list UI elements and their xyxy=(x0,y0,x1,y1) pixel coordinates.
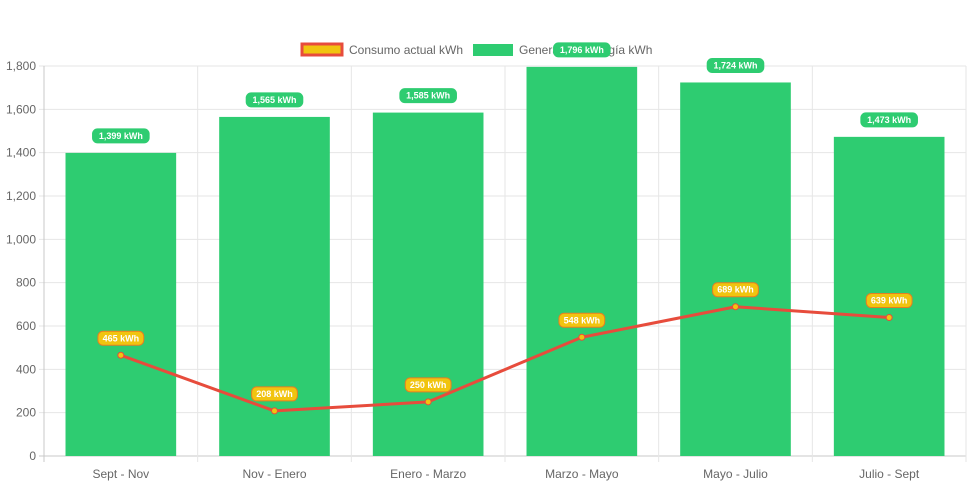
data-label: 548 kWh xyxy=(558,312,606,328)
data-label-bg xyxy=(558,312,606,328)
data-label: 1,473 kWh xyxy=(860,112,918,128)
data-label-bg xyxy=(404,377,452,393)
y-tick-label: 800 xyxy=(16,276,36,290)
data-label-bg xyxy=(712,282,759,298)
x-tick-label: Nov - Enero xyxy=(242,467,306,481)
legend-label: Consumo actual kWh xyxy=(349,43,463,57)
line-point[interactable] xyxy=(424,398,432,406)
y-tick-label: 1,000 xyxy=(6,232,36,246)
data-label-text: 1,473 kWh xyxy=(867,115,911,125)
line-point[interactable] xyxy=(271,407,278,415)
data-label: 465 kWh xyxy=(97,330,145,346)
data-label-bg xyxy=(97,330,145,346)
y-tick-label: 1,200 xyxy=(6,189,36,203)
line-point[interactable] xyxy=(732,303,739,311)
data-label-text: 1,796 kWh xyxy=(560,45,604,55)
y-tick-label: 0 xyxy=(29,449,36,463)
consumption-line xyxy=(120,305,890,413)
line-series xyxy=(117,303,893,415)
bar[interactable] xyxy=(65,152,177,456)
data-label-text: 639 kWh xyxy=(871,296,908,306)
y-tick-label: 1,400 xyxy=(6,146,36,160)
x-tick-label: Mayo - Julio xyxy=(703,467,768,481)
data-label-text: 250 kWh xyxy=(410,380,447,390)
data-label: 689 kWh xyxy=(712,282,759,298)
data-label-bg xyxy=(92,128,150,144)
data-label-bg xyxy=(706,57,765,73)
bar[interactable] xyxy=(526,66,638,456)
x-axis: Sept - Nov Nov - Enero Enero - Marzo Marzo … xyxy=(92,467,919,481)
x-tick-label: Marzo - Mayo xyxy=(545,467,619,481)
data-label: 1,565 kWh xyxy=(245,92,304,108)
y-tick-label: 1,800 xyxy=(6,59,36,73)
data-label-bg xyxy=(245,92,304,108)
data-label-bg xyxy=(860,112,918,128)
bar[interactable] xyxy=(680,82,791,456)
legend-swatch xyxy=(473,44,513,56)
data-label: 1,724 kWh xyxy=(706,57,765,73)
data-label-bg xyxy=(251,386,298,402)
data-label-text: 689 kWh xyxy=(717,285,754,295)
data-label-text: 1,585 kWh xyxy=(406,91,450,101)
x-tick-label: Julio - Sept xyxy=(859,467,920,481)
legend-item-consumo[interactable]: Consumo actual kWh xyxy=(300,42,463,57)
legend-swatch xyxy=(300,42,344,57)
data-label-text: 1,565 kWh xyxy=(252,95,296,105)
y-tick-label: 400 xyxy=(16,362,36,376)
data-label-text: 208 kWh xyxy=(256,389,293,399)
y-tick-label: 600 xyxy=(16,319,36,333)
line-point[interactable] xyxy=(578,333,586,341)
data-label-text: 465 kWh xyxy=(103,333,140,343)
y-tick-label: 1,600 xyxy=(6,102,36,116)
data-label-bg xyxy=(865,293,913,309)
data-label: 250 kWh xyxy=(404,377,452,393)
data-label-text: 1,399 kWh xyxy=(99,131,143,141)
line-point[interactable] xyxy=(117,351,125,359)
grid-lines xyxy=(39,65,967,462)
data-label: 208 kWh xyxy=(251,386,298,402)
data-labels: 465 kWh 208 kWh 250 kWh 548 kWh 689 kWh 639 k… xyxy=(97,282,913,402)
data-label: 639 kWh xyxy=(865,293,913,309)
data-label-bg xyxy=(553,42,611,58)
x-tick-label: Enero - Marzo xyxy=(390,467,466,481)
y-tick-label: 200 xyxy=(16,406,36,420)
line-point[interactable] xyxy=(885,314,893,322)
x-tick-label: Sept - Nov xyxy=(92,467,149,481)
data-label: 1,796 kWh xyxy=(553,42,611,58)
data-label: 1,399 kWh xyxy=(92,128,150,144)
data-label-text: 1,724 kWh xyxy=(713,60,757,70)
data-label-text: 548 kWh xyxy=(564,315,601,325)
y-axis: 0 200 400 600 800 1,000 1,200 1,400 1,600 1,800 xyxy=(6,59,36,463)
data-label-bg xyxy=(399,88,457,104)
data-label: 1,585 kWh xyxy=(399,88,457,104)
bar[interactable] xyxy=(219,116,330,457)
